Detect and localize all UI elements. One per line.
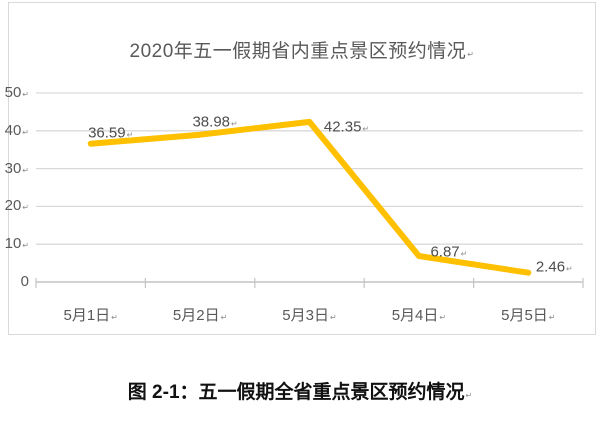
data-label: 2.46↵ <box>536 258 573 275</box>
return-mark-icon: ↵ <box>467 50 475 59</box>
x-axis-label-text: 5月5日 <box>501 307 548 324</box>
y-axis-label-text: 30 <box>4 159 22 177</box>
return-mark-icon: ↵ <box>22 165 29 175</box>
data-label: 38.98↵ <box>192 113 237 130</box>
return-mark-icon: ↵ <box>439 313 447 322</box>
x-axis-label: 5月3日↵ <box>282 304 336 325</box>
data-label: 42.35↵ <box>324 118 369 135</box>
figure-caption: 图 2-1：五一假期全省重点景区预约情况↵ <box>0 377 600 404</box>
return-mark-icon: ↵ <box>22 127 29 137</box>
y-axis-label-text: 40 <box>4 121 22 139</box>
return-mark-icon: ↵ <box>22 203 29 213</box>
chart-title-text: 2020年五一假期省内重点景区预约情况 <box>129 41 467 62</box>
x-axis-label: 5月4日↵ <box>392 304 446 325</box>
data-label-text: 2.46 <box>535 258 566 276</box>
x-axis-label: 5月5日↵ <box>501 304 555 325</box>
x-axis-label: 5月2日↵ <box>173 304 227 325</box>
data-label-text: 42.35 <box>323 118 362 136</box>
data-label-text: 36.59 <box>88 124 126 142</box>
x-axis-label-text: 5月1日 <box>63 307 111 324</box>
y-axis-label: 50↵ <box>3 84 29 101</box>
return-mark-icon: ↵ <box>126 130 134 140</box>
data-label-text: 38.98 <box>192 113 231 131</box>
return-mark-icon: ↵ <box>231 119 238 129</box>
y-axis-label: 30↵ <box>3 160 29 177</box>
return-mark-icon: ↵ <box>362 124 370 134</box>
x-axis-label: 5月1日↵ <box>63 304 117 325</box>
x-axis-label-text: 5月4日 <box>391 307 439 324</box>
return-mark-icon: ↵ <box>22 241 29 251</box>
figure-caption-text: 图 2-1：五一假期全省重点景区预约情况 <box>127 382 465 403</box>
data-label-text: 6.87 <box>430 243 460 261</box>
y-axis-label-text: 10 <box>4 235 22 253</box>
y-axis-label-text: 50 <box>4 84 22 101</box>
x-axis-label-text: 5月2日 <box>172 307 220 324</box>
y-axis-label: 20↵ <box>3 197 29 214</box>
series-line <box>87 118 532 276</box>
y-axis-label: 0 <box>3 273 29 290</box>
y-axis-label-text: 0 <box>20 273 29 290</box>
return-mark-icon: ↵ <box>329 313 337 322</box>
return-mark-icon: ↵ <box>465 391 473 400</box>
y-axis-label: 40↵ <box>3 122 29 139</box>
return-mark-icon: ↵ <box>111 313 118 322</box>
chart-title: 2020年五一假期省内重点景区预约情况↵ <box>9 36 595 63</box>
return-mark-icon: ↵ <box>460 249 468 259</box>
return-mark-icon: ↵ <box>548 313 556 322</box>
data-label: 6.87↵ <box>430 244 467 261</box>
return-mark-icon: ↵ <box>566 264 573 274</box>
y-axis-label: 10↵ <box>3 235 29 252</box>
y-axis-label-text: 20 <box>4 197 22 215</box>
data-label: 36.59↵ <box>88 124 133 141</box>
return-mark-icon: ↵ <box>22 90 29 99</box>
x-axis-label-text: 5月3日 <box>282 307 329 324</box>
return-mark-icon: ↵ <box>220 313 228 322</box>
